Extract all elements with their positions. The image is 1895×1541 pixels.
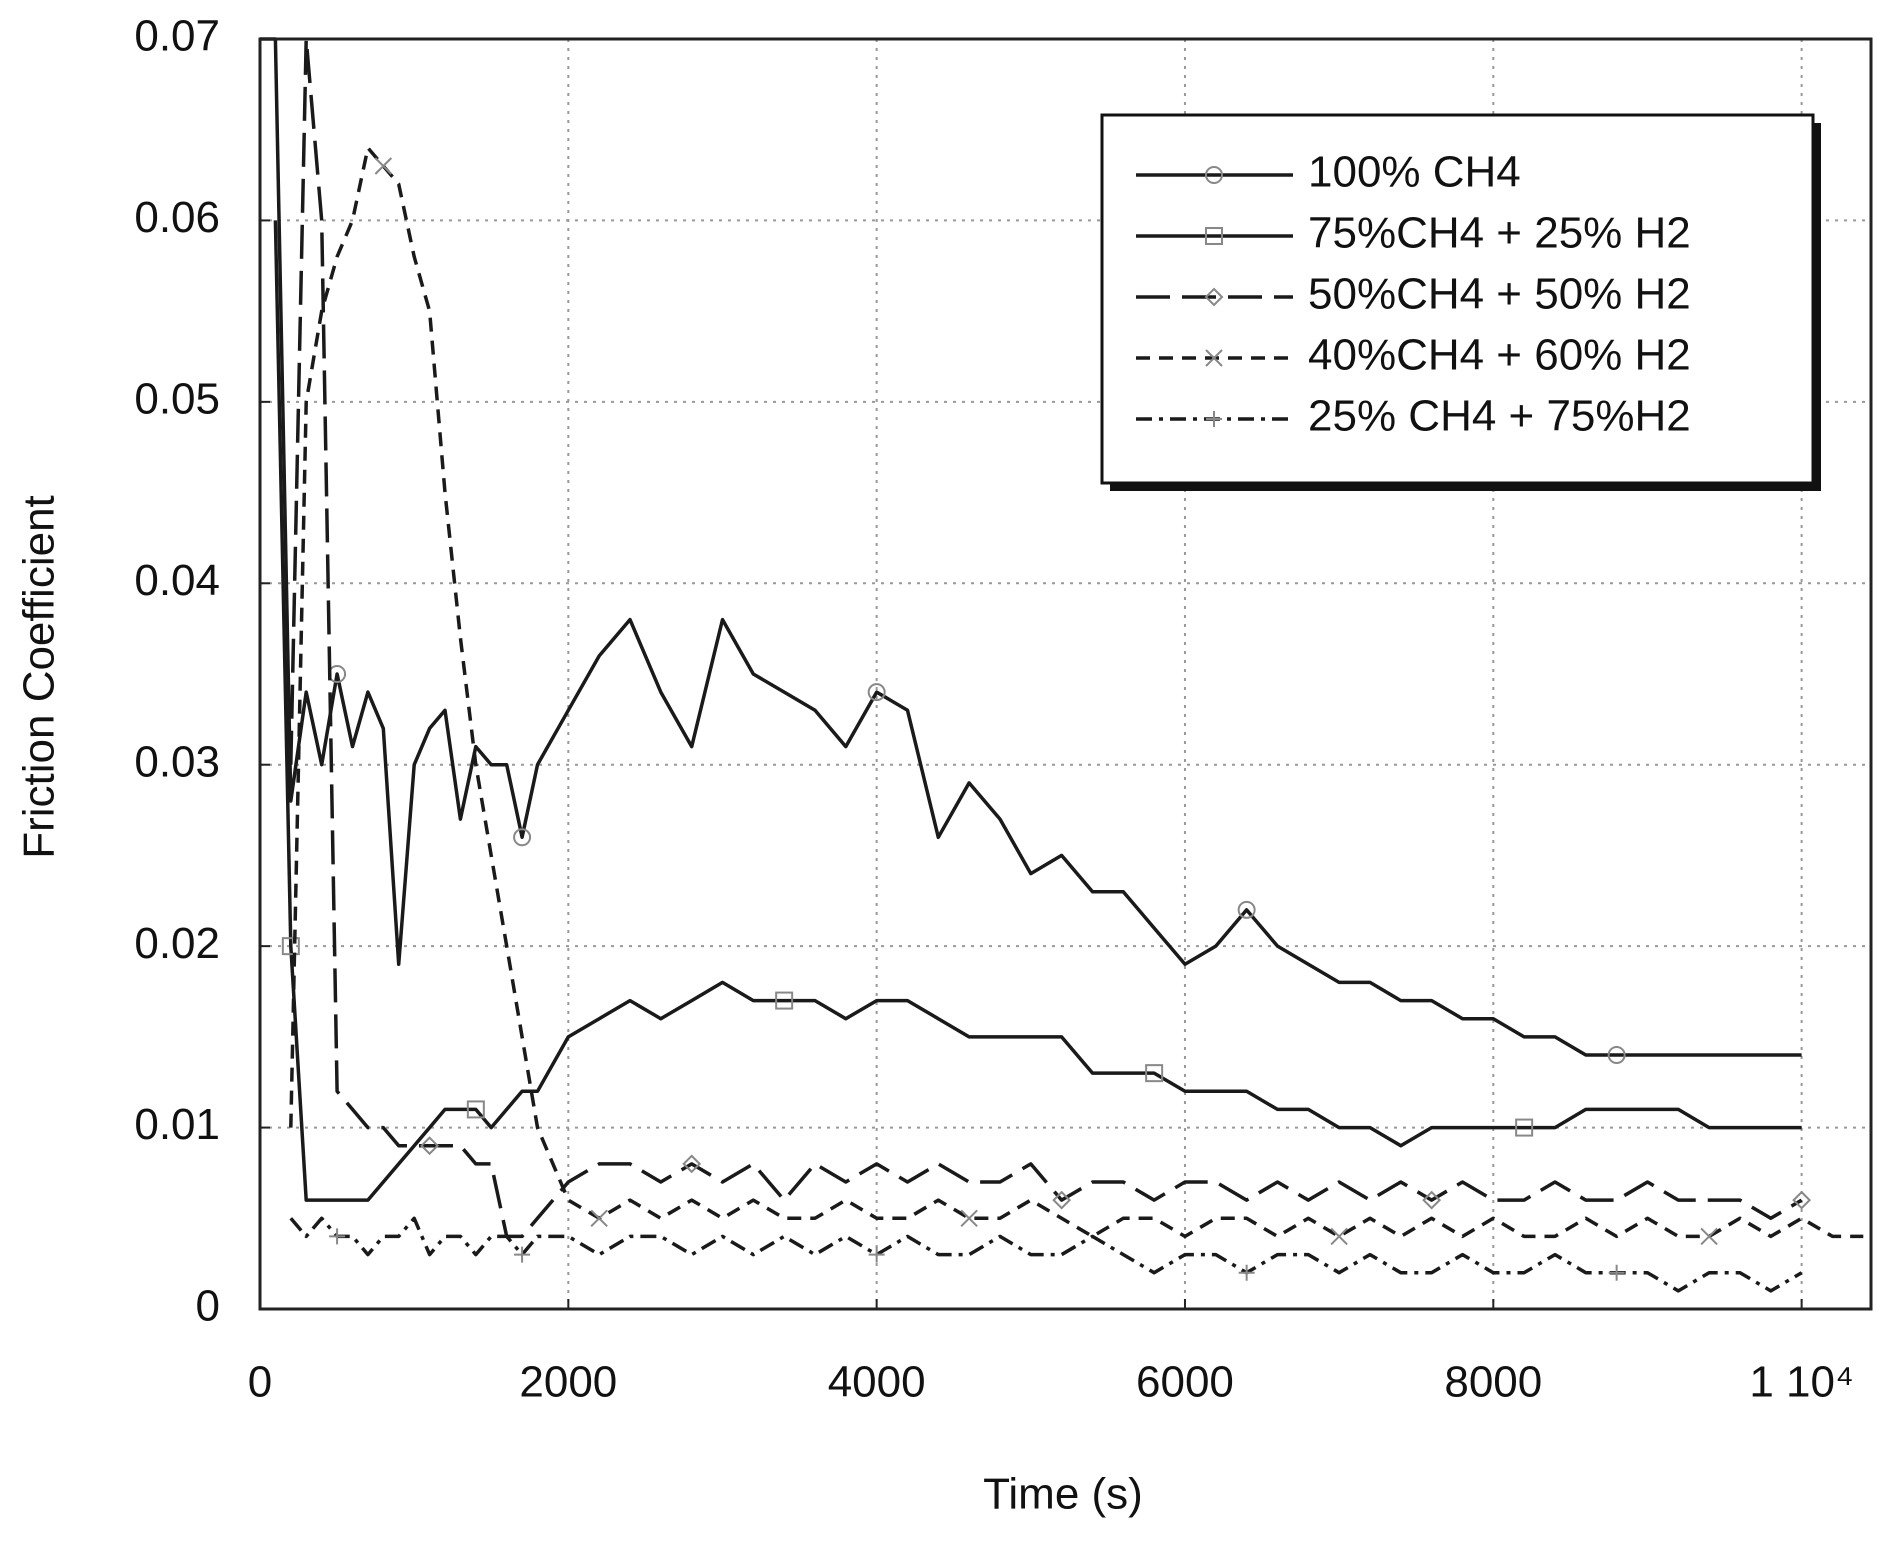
series-line	[289, 146, 1864, 1239]
marker	[867, 683, 886, 702]
marker	[590, 1209, 608, 1227]
marker	[1205, 349, 1223, 367]
marker	[1422, 1190, 1442, 1210]
marker	[1204, 287, 1224, 307]
marker	[420, 1136, 439, 1156]
marker	[374, 157, 393, 175]
marker	[682, 1154, 702, 1174]
plot-frame	[258, 37, 1873, 1311]
y-tick-label: 0.03	[134, 737, 220, 786]
marker	[1237, 900, 1256, 919]
marker	[1792, 1190, 1812, 1210]
x-tick-label: 0	[248, 1358, 272, 1407]
y-tick-label: 0.04	[134, 556, 220, 605]
y-axis-label: Friction Coefficient	[15, 495, 64, 859]
marker	[1515, 1118, 1534, 1137]
series-line	[289, 1216, 1803, 1293]
y-tick-label: 0.06	[134, 193, 220, 242]
marker	[1607, 1046, 1626, 1064]
x-tick-label: 1 10⁴	[1749, 1358, 1854, 1407]
x-axis-label: Time (s)	[983, 1470, 1143, 1519]
marker	[1052, 1190, 1072, 1210]
marker	[1205, 227, 1223, 245]
marker	[868, 1246, 885, 1263]
y-tick-label: 0.01	[134, 1100, 220, 1149]
marker	[1238, 1264, 1255, 1281]
marker	[513, 828, 532, 847]
marker	[466, 1100, 485, 1119]
series-line	[260, 37, 1802, 1057]
marker	[1608, 1264, 1625, 1281]
legend-label: 75%CH4 + 25% H2	[1308, 209, 1691, 258]
marker	[1145, 1064, 1164, 1083]
y-tick-label: 0.02	[134, 919, 220, 968]
marker	[329, 1228, 346, 1245]
marker	[514, 1246, 531, 1263]
marker	[775, 991, 794, 1010]
marker	[281, 937, 300, 956]
marker	[1700, 1227, 1718, 1246]
legend-label: 100% CH4	[1308, 148, 1521, 197]
marker	[1330, 1227, 1348, 1246]
series-line	[273, 220, 1802, 1202]
y-tick-label: 0.05	[134, 374, 220, 423]
x-tick-label: 2000	[519, 1358, 617, 1407]
marker	[1206, 411, 1222, 427]
marker	[1205, 166, 1223, 184]
legend-label: 40%CH4 + 60% H2	[1308, 331, 1691, 380]
x-tick-label: 8000	[1444, 1358, 1542, 1407]
legend-label: 25% CH4 + 75%H2	[1308, 392, 1691, 441]
y-tick-label: 0	[196, 1282, 220, 1331]
x-tick-label: 6000	[1136, 1358, 1234, 1407]
x-tick-label: 4000	[828, 1358, 926, 1407]
y-tick-label: 0.07	[134, 12, 220, 61]
legend-label: 50%CH4 + 50% H2	[1308, 270, 1691, 319]
marker	[960, 1209, 978, 1227]
